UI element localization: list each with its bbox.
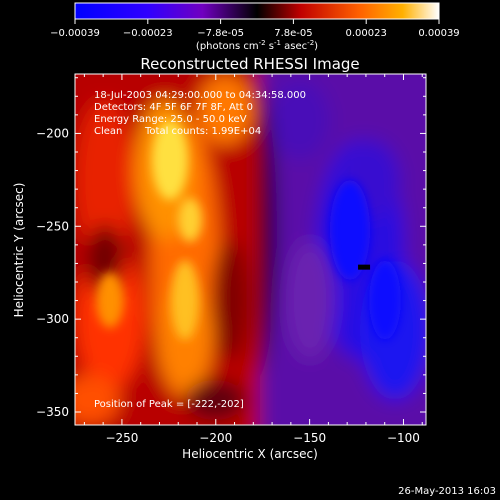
x-axis-ticks: −250 −200 −150 −100 xyxy=(83,74,423,445)
y-axis-ticks: −200 −250 −300 −350 xyxy=(36,77,426,419)
colorbar-tick-label: −0.00039 xyxy=(50,28,100,39)
location-marker xyxy=(358,264,371,270)
y-tick-label: −200 xyxy=(36,126,69,140)
x-tick-label: −150 xyxy=(293,431,326,445)
annotation-energy-range: Energy Range: 25.0 - 50.0 keV xyxy=(94,114,247,125)
annotations: 18-Jul-2003 04:29:00.000 to 04:34:58.000… xyxy=(94,90,306,410)
annotation-time-range: 18-Jul-2003 04:29:00.000 to 04:34:58.000 xyxy=(94,90,306,101)
x-axis-label: Heliocentric X (arcsec) xyxy=(182,447,318,461)
colorbar-tick-label: 0.00039 xyxy=(418,28,459,39)
colorbar-tick-label: −0.00023 xyxy=(123,28,173,39)
colorbar-tick-label: 7.8e-05 xyxy=(274,28,312,39)
annotation-detectors: Detectors: 4F 5F 6F 7F 8F, Att 0 xyxy=(94,102,253,113)
annotation-peak-position: Position of Peak = [-222,-202] xyxy=(94,399,244,410)
plot-frame xyxy=(74,73,427,426)
annotation-total-counts: Total counts: 1.99E+04 xyxy=(144,126,261,137)
colorbar-ticks: −0.00039 −0.00023 −7.8e-05 7.8e-05 0.00023 0.… xyxy=(50,19,460,39)
x-tick-label: −100 xyxy=(387,431,420,445)
colorbar: −0.00039 −0.00023 −7.8e-05 7.8e-05 0.00023 0.… xyxy=(50,2,460,52)
emission-peaks xyxy=(96,120,401,340)
colorbar-tick-label: −7.8e-05 xyxy=(197,28,244,39)
colorbar-tick-label: 0.00023 xyxy=(346,28,387,39)
colorbar-unit: (photons cm-2 s-1 asec-2) xyxy=(196,39,318,52)
x-tick-label: −200 xyxy=(199,431,232,445)
y-tick-label: −250 xyxy=(36,219,69,233)
y-tick-label: −350 xyxy=(36,405,69,419)
footer-timestamp: 26-May-2013 16:03 xyxy=(398,486,496,497)
annotation-clean: Clean xyxy=(94,126,122,137)
colorbar-gradient xyxy=(74,2,440,20)
x-tick-label: −250 xyxy=(105,431,138,445)
chart-title: Reconstructed RHESSI Image xyxy=(140,55,359,73)
y-tick-label: −300 xyxy=(36,312,69,326)
heatmap-image xyxy=(75,74,426,425)
y-axis-label: Heliocentric Y (arcsec) xyxy=(12,183,26,318)
